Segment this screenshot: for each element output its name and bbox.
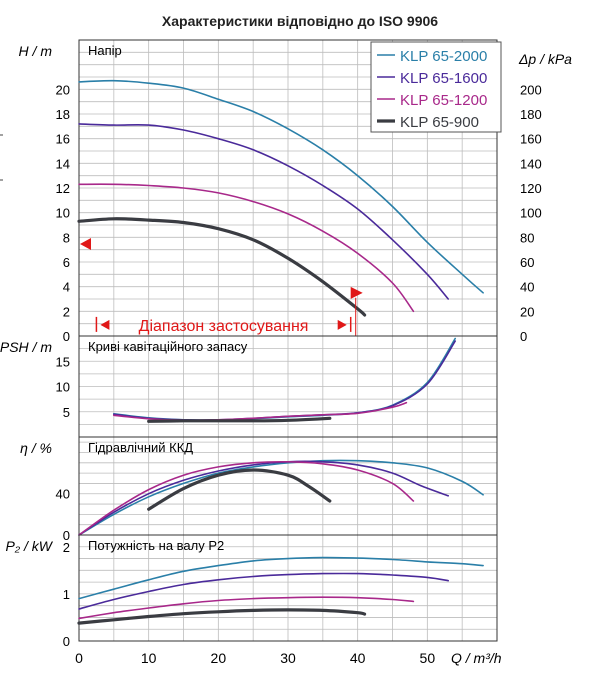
- y-tick-label: 0: [63, 329, 70, 344]
- y-tick-label: 6: [63, 255, 70, 270]
- y-tick-label: 40: [56, 487, 70, 502]
- y-axis-label: H / m: [19, 43, 53, 59]
- y-tick-label: 18: [56, 107, 70, 122]
- series-line-klp-65-900-npsh: [147, 416, 332, 423]
- y-tick-label: 1: [63, 587, 70, 602]
- y-tick-label: 12: [56, 181, 70, 196]
- series-line-klp-65-1200-head: [78, 183, 415, 313]
- y-tick-label: 2: [63, 304, 70, 319]
- y2-tick-label: 140: [520, 156, 542, 171]
- y-axis-label: NPSH / m: [0, 339, 52, 355]
- series-line-klp-65-1600-power: [78, 572, 449, 610]
- y2-tick-label: 160: [520, 132, 542, 147]
- range-arrow-left: [100, 319, 110, 330]
- y2-axis-label: Δp / kPa: [518, 51, 572, 67]
- y-axis-label: P₂ / kW: [5, 538, 53, 554]
- y2-tick-label: 120: [520, 181, 542, 196]
- series-line-klp-65-2000-efficiency: [78, 459, 484, 536]
- y2-tick-label: 0: [520, 329, 527, 344]
- y-tick-label: 8: [63, 230, 70, 245]
- series-line-klp-65-900-head: [77, 217, 367, 317]
- y-tick-label: 10: [56, 380, 70, 395]
- duty-flow-marker: [350, 286, 363, 299]
- x-tick-label: 30: [280, 650, 296, 666]
- legend-label-klp-65-1200: KLP 65-1200: [400, 92, 487, 109]
- y2-tick-label: 60: [520, 255, 534, 270]
- x-tick-label: 20: [211, 650, 227, 666]
- panel-title: Потужність на валу P2: [88, 538, 224, 553]
- panel-title: Гідравлічний ККД: [88, 440, 193, 455]
- series-line-klp-65-2000-power: [78, 556, 484, 600]
- y-tick-label: 0: [63, 528, 70, 543]
- series-line-klp-65-1200-power: [78, 596, 415, 620]
- x-tick-label: 0: [75, 650, 83, 666]
- y-tick-label: 2: [63, 540, 70, 555]
- range-arrow-right: [337, 319, 347, 330]
- y-tick-label: 4: [63, 280, 70, 295]
- legend-box: [370, 41, 502, 133]
- legend-label-klp-65-2000: KLP 65-2000: [400, 48, 487, 65]
- y-tick-label: 16: [56, 132, 70, 147]
- series-line-klp-65-900-efficiency: [147, 468, 332, 511]
- series-line-klp-65-1200-efficiency: [78, 460, 415, 536]
- chart-title: Характеристики відповідно до ISO 9906: [161, 13, 439, 29]
- x-tick-label: 40: [350, 650, 366, 666]
- y2-tick-label: 100: [520, 206, 542, 221]
- panel-title: Криві кавітаційного запасу: [88, 339, 248, 354]
- panel-frame-power: [78, 534, 498, 642]
- y-tick-label: 15: [56, 354, 70, 369]
- y-tick-label: 20: [56, 82, 70, 97]
- range-annotation-label: Діапазон застосування: [139, 318, 309, 335]
- y2-tick-label: 40: [520, 280, 534, 295]
- legend-label-klp-65-900: KLP 65-900: [400, 114, 479, 131]
- series-line-klp-65-1600-head: [78, 123, 449, 300]
- x-axis-label: Q / m³/h: [451, 650, 502, 666]
- x-tick-label: 10: [141, 650, 157, 666]
- y-tick-label: 5: [63, 405, 70, 420]
- series-line-klp-65-1600-efficiency: [78, 460, 449, 536]
- y-tick-label: 10: [56, 206, 70, 221]
- x-tick-label: 50: [420, 650, 436, 666]
- duty-head-marker: [80, 237, 91, 250]
- y-tick-label: 14: [56, 156, 70, 171]
- y2-tick-label: 80: [520, 230, 534, 245]
- legend-label-klp-65-1600: KLP 65-1600: [400, 70, 487, 87]
- series-line-klp-65-2000-head: [78, 79, 484, 294]
- y-axis-label: η / %: [20, 440, 52, 456]
- y2-tick-label: 20: [520, 304, 534, 319]
- y-tick-label: 0: [63, 634, 70, 649]
- y2-tick-label: 200: [520, 82, 542, 97]
- series-line-klp-65-900-power: [77, 608, 367, 625]
- y2-tick-label: 180: [520, 107, 542, 122]
- panel-title: Напір: [88, 43, 122, 58]
